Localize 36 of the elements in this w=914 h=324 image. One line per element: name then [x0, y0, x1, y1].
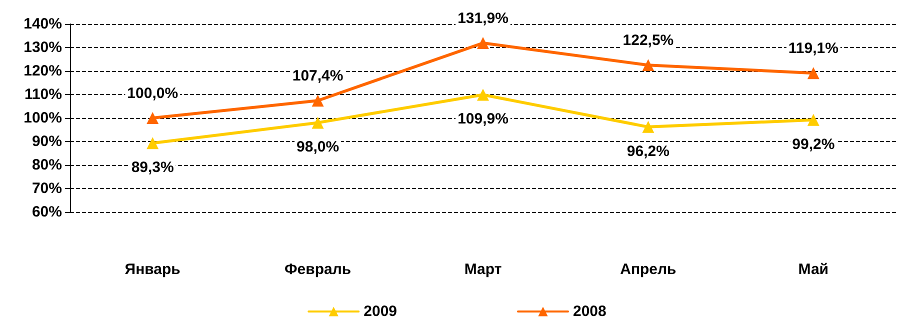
x-tick-label: Март: [464, 261, 502, 278]
y-tick-label: 110%: [24, 86, 62, 103]
x-tick-label: Май: [798, 261, 829, 278]
point: [146, 137, 159, 150]
point: [642, 59, 654, 72]
x-tick-label: Апрель: [620, 261, 676, 278]
point: [146, 112, 159, 124]
data-label: 131,9%: [458, 10, 508, 28]
x-tick-label: Февраль: [284, 261, 352, 278]
y-tick-label: 120%: [24, 62, 62, 80]
y-tick-label: 90%: [32, 133, 62, 150]
point: [312, 94, 324, 107]
data-label: 96,2%: [626, 142, 670, 160]
y-tick-label: 130%: [24, 39, 62, 56]
point: [642, 120, 654, 133]
x-tick-label: Январь: [124, 261, 180, 278]
point: [807, 114, 820, 126]
y-tick-label: 140%: [24, 16, 62, 32]
data-label: 122,5%: [622, 32, 674, 50]
legend-label: 2008: [573, 303, 606, 320]
y-tick-label: 100%: [24, 110, 62, 126]
data-label: 98,0%: [296, 138, 340, 156]
data-label: 89,3%: [131, 159, 174, 176]
data-label: 107,4%: [292, 68, 344, 85]
point: [477, 37, 489, 50]
data-label: 99,2%: [792, 136, 835, 153]
data-label: 109,9%: [458, 110, 508, 128]
legend-label: 2009: [364, 303, 398, 320]
point: [477, 88, 489, 101]
y-tick-label: 70%: [32, 180, 62, 197]
point: [312, 116, 324, 129]
data-label: 100,0%: [127, 85, 178, 102]
point: [807, 67, 820, 80]
y-tick-label: 60%: [32, 204, 62, 220]
data-label: 119,1%: [788, 40, 838, 58]
y-tick-label: 80%: [32, 156, 62, 174]
